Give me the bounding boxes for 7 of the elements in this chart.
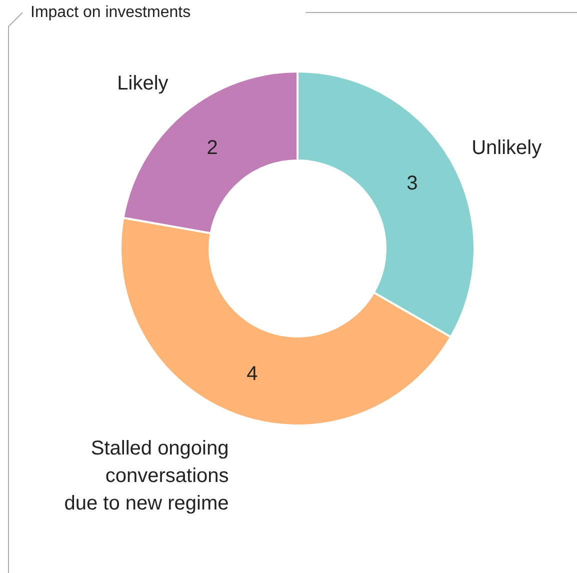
data-label: 4 [246,363,258,386]
slice-label: Unlikely [472,137,542,159]
slice-label: Stalled ongoing conversations due to new regime [64,437,229,514]
data-label: 2 [206,137,218,159]
chart-title: Impact on investments [30,4,191,21]
data-label: 3 [406,172,418,194]
slice-label: Likely [117,72,168,95]
